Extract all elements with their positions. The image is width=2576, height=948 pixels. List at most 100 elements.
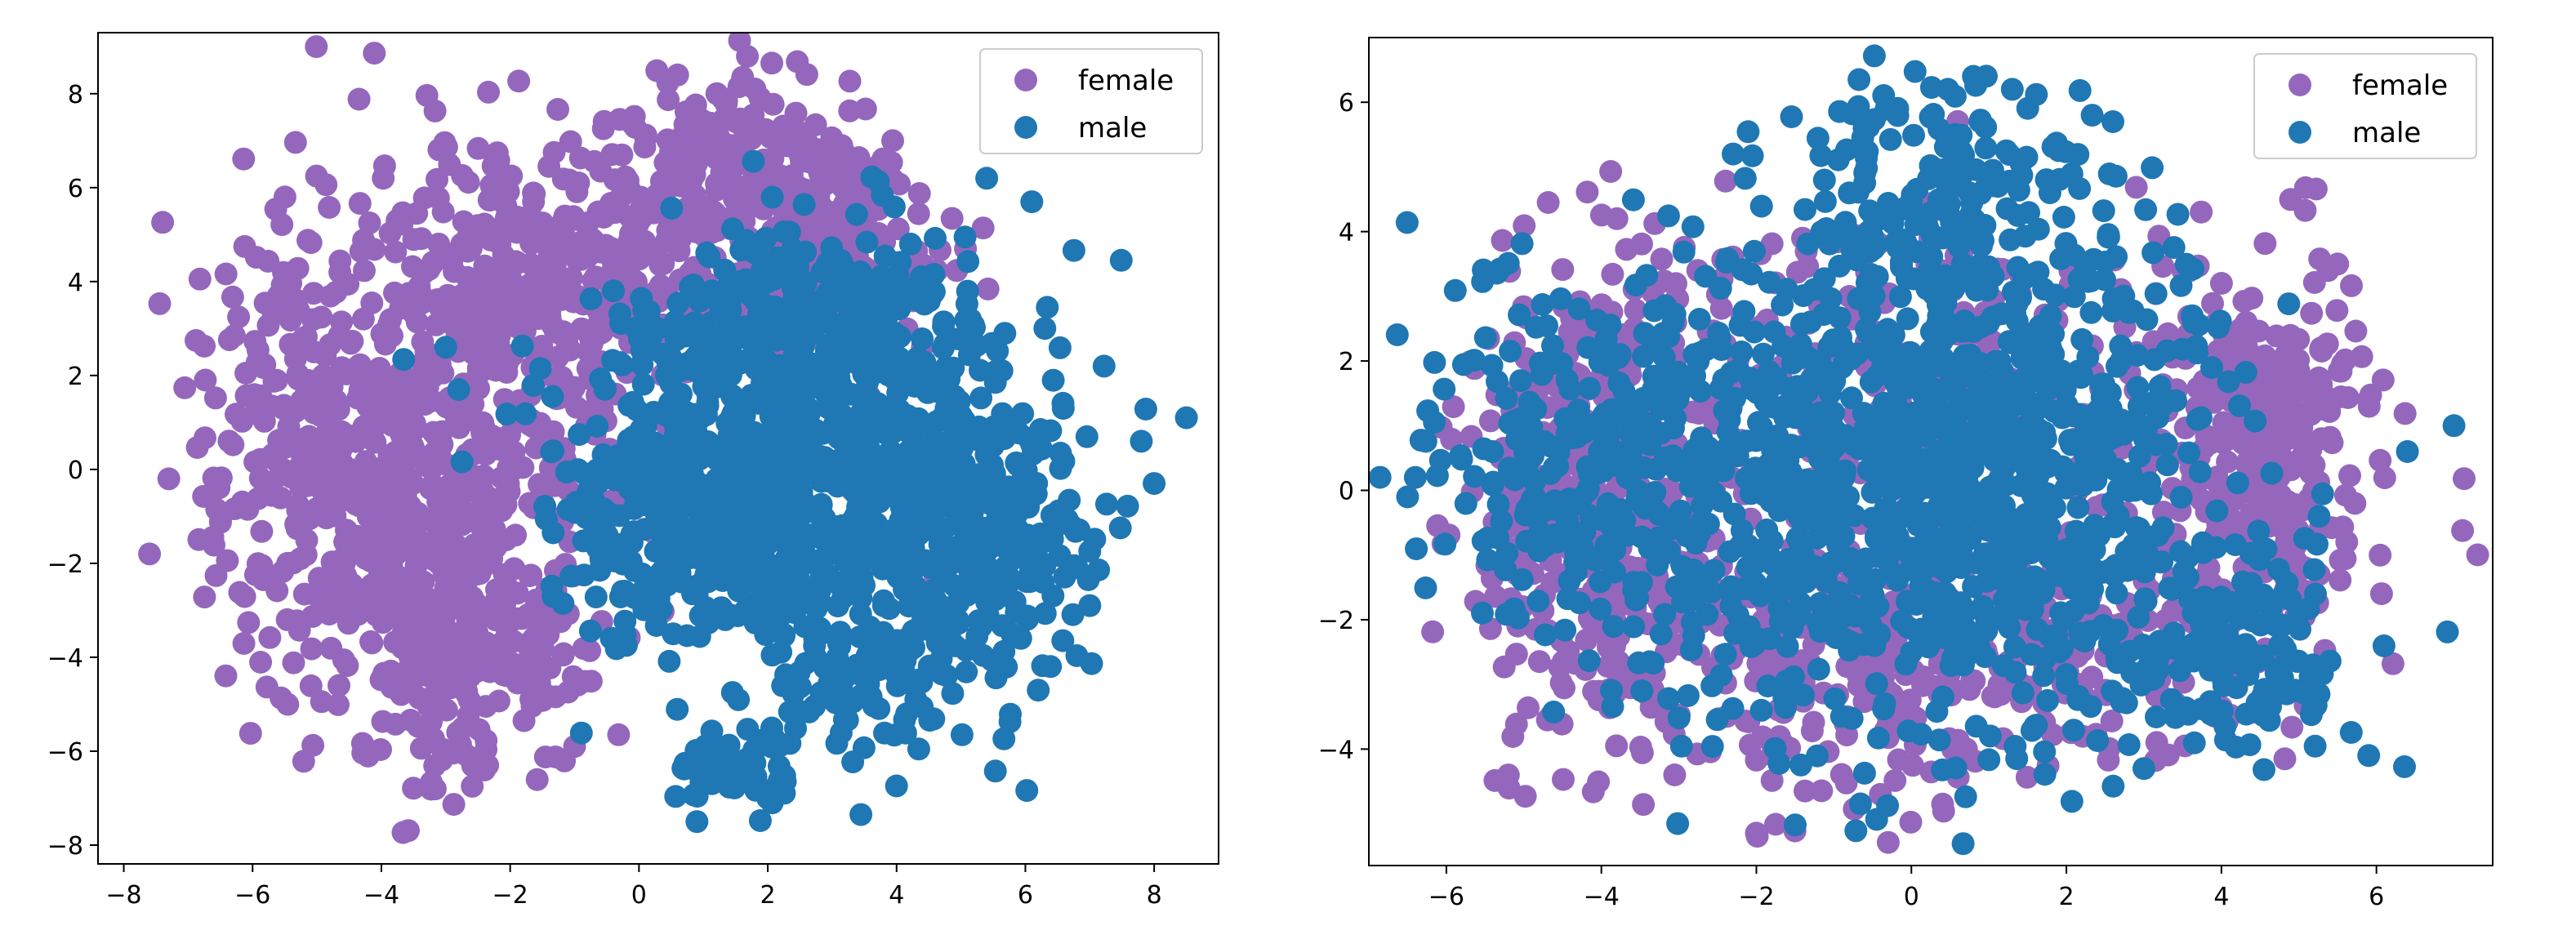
scatter-point-male [666,507,689,531]
scatter-point-male [856,406,879,429]
scatter-point-female [1681,400,1705,424]
scatter-point-female [421,727,445,750]
scatter-point-female [1911,665,1935,688]
scatter-point-female [234,384,258,407]
scatter-point-female [1883,768,1907,792]
scatter-point-male [804,418,827,442]
scatter-point-male [778,220,801,244]
scatter-point-male [975,167,999,190]
scatter-point-female [265,579,289,603]
scatter-point-female [2453,467,2476,491]
scatter-point-female [2373,466,2396,490]
scatter-point-female [2195,563,2218,587]
scatter-point-female [364,363,388,386]
scatter-point-female [888,172,911,196]
scatter-point-male [748,809,772,832]
scatter-point-male [2188,461,2212,483]
scatter-point-female [286,256,310,280]
scatter-point-male [666,538,689,562]
scatter-point-male [1742,239,1766,263]
scatter-point-female [838,99,862,122]
scatter-point-male [611,580,634,603]
scatter-point-male [694,506,718,530]
scatter-point-female [578,639,602,662]
scatter-point-male [1709,277,1732,300]
scatter-point-female [378,221,402,245]
scatter-point-female [1551,258,1575,282]
scatter-point-female [1794,779,1816,803]
scatter-point-female [348,354,371,377]
scatter-point-female [2253,344,2277,367]
scatter-point-female [430,420,454,443]
scatter-point-female [2344,319,2368,343]
scatter-point-male [684,754,708,777]
scatter-point-female [138,542,162,566]
scatter-point-male [1094,492,1118,516]
scatter-point-female [465,278,488,301]
x-tick-label: −4 [363,881,399,910]
scatter-point-female [232,632,256,655]
scatter-point-male [952,547,975,571]
scatter-point-male [903,473,927,496]
scatter-point-male [450,450,474,474]
scatter-point-female [1802,710,1825,734]
scatter-point-male [898,406,922,429]
x-tick-label: 0 [631,881,647,910]
axes-frame [97,32,1219,865]
scatter-point-female [1714,169,1737,193]
scatter-point-male [969,615,993,639]
scatter-point-male [1006,453,1030,477]
scatter-point-male [1039,655,1063,679]
scatter-point-female [507,69,531,93]
scatter-point-female [2371,368,2395,392]
scatter-point-male [823,274,847,296]
scatter-point-male [666,697,689,721]
scatter-point-male [977,437,1001,461]
scatter-point-female [467,376,491,400]
scatter-point-male [666,292,690,315]
scatter-point-female [673,133,697,157]
scatter-point-male [915,500,938,523]
scatter-point-male [1061,603,1085,626]
scatter-point-female [2369,448,2392,472]
scatter-point-male [890,629,914,652]
scatter-point-female [1581,780,1605,803]
scatter-point-female [2161,599,2185,622]
scatter-point-male [784,347,808,371]
scatter-point-male [907,737,930,761]
scatter-point-female [599,192,622,215]
x-tick-label: −8 [105,881,141,910]
scatter-point-male [1707,321,1730,345]
scatter-point-male [631,562,654,585]
scatter-point-male [579,287,603,310]
scatter-point-female [431,200,455,224]
scatter-point-male [849,354,872,378]
scatter-point-female [976,277,1000,300]
y-tick-label: −2 [47,550,83,579]
scatter-point-male [1784,813,1807,837]
scatter-point-male [967,415,991,438]
scatter-point-female [225,403,247,426]
scatter-point-male [696,570,720,594]
scatter-point-male [1065,644,1089,667]
scatter-point-male [848,625,871,648]
scatter-point-male [664,785,688,808]
scatter-point-female [1442,395,1465,419]
scatter-point-male [1705,708,1729,732]
scatter-point-female [2369,543,2392,567]
scatter-point-male [849,490,872,514]
scatter-point-male [738,751,762,775]
scatter-point-male [514,402,537,425]
scatter-point-female [399,709,422,732]
scatter-point-male [601,349,625,372]
scatter-point-female [318,603,341,626]
scatter-point-female [686,105,710,129]
scatter-point-male [770,265,794,287]
scatter-point-female [795,129,818,153]
scatter-point-female [761,92,785,116]
scatter-point-male [984,359,1008,383]
scatter-point-female [2201,292,2224,315]
scatter-point-female [205,498,229,521]
scatter-point-male [657,649,681,673]
scatter-point-male [746,235,769,259]
